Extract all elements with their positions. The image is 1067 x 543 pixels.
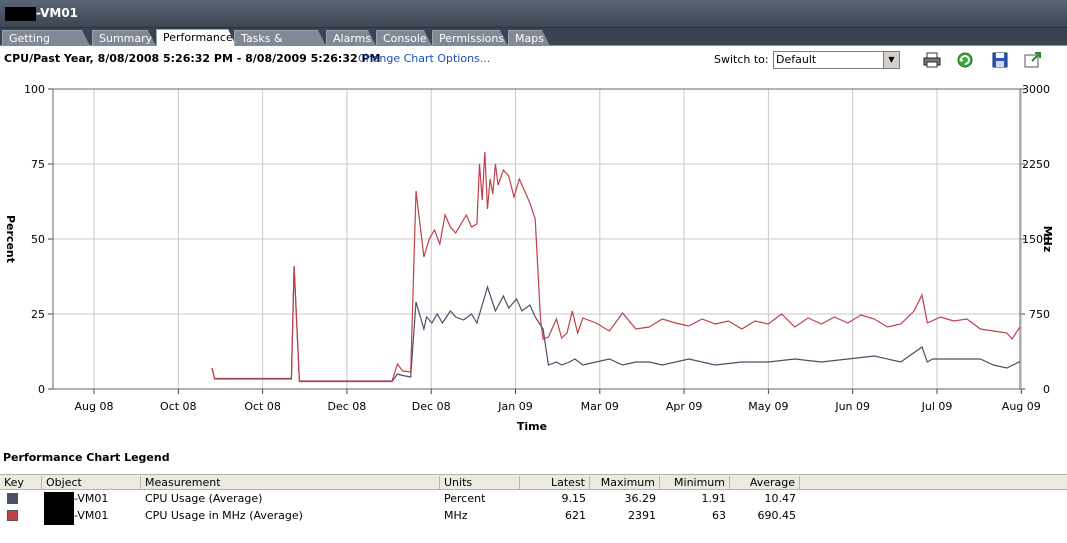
legend-col-measurement[interactable]: Measurement xyxy=(141,476,440,490)
y-tick-label-right: 3000 xyxy=(1022,83,1050,96)
legend-col-key[interactable]: Key xyxy=(0,476,42,490)
x-tick-label: Aug 08 xyxy=(75,400,114,413)
legend-col-minimum[interactable]: Minimum xyxy=(660,476,730,490)
legend-table: Key Object Measurement Units Latest Maxi… xyxy=(0,474,1067,525)
chevron-down-icon[interactable]: ▼ xyxy=(883,52,899,68)
tab-summary[interactable]: Summary xyxy=(92,30,156,46)
performance-chart: 0 0 25 750 50 1500 75 2250 100 3000 Aug 08 Oct 08 Oc… xyxy=(0,72,1067,442)
legend-maximum: 36.29 xyxy=(624,492,657,505)
switch-to-label: Switch to: xyxy=(714,53,769,66)
legend-col-average[interactable]: Average xyxy=(730,476,800,490)
legend-object: -VM01 xyxy=(74,509,109,522)
y-tick-label-left: 100 xyxy=(24,83,45,96)
tab-permissions[interactable]: Permissions xyxy=(432,30,508,46)
series-line-cpu-usage-mhz xyxy=(211,151,1021,382)
redacted-name xyxy=(5,7,36,21)
legend-col-object[interactable]: Object xyxy=(42,476,141,490)
x-tick-label: Dec 08 xyxy=(328,400,367,413)
legend-row[interactable]: -VM01 CPU Usage (Average) Percent 9.15 3… xyxy=(0,490,1067,507)
y-tick-label-left: 75 xyxy=(31,158,45,171)
y-tick-label-right: 2250 xyxy=(1022,158,1050,171)
y-axis-label-left: Percent xyxy=(4,215,17,263)
plot-frame xyxy=(52,88,1021,390)
y-axis-label-right: MHz xyxy=(1041,226,1054,253)
window-titlebar: -VM01 xyxy=(0,0,1067,28)
legend-average: 10.47 xyxy=(764,492,797,505)
legend-minimum: 1.91 xyxy=(701,492,727,505)
tab-performance[interactable]: Performance xyxy=(156,29,236,46)
x-tick-label: Mar 09 xyxy=(581,400,619,413)
x-tick-label: Oct 08 xyxy=(160,400,197,413)
tab-alarms[interactable]: Alarms xyxy=(326,30,376,46)
legend-average: 690.45 xyxy=(757,509,797,522)
tab-maps[interactable]: Maps xyxy=(508,30,550,46)
x-tick-label: Jul 09 xyxy=(921,400,953,413)
y-tick-label-right: 0 xyxy=(1043,383,1050,396)
x-tick-label: Apr 09 xyxy=(666,400,703,413)
x-tick-label: Jan 09 xyxy=(497,400,532,413)
save-icon[interactable] xyxy=(991,51,1009,69)
chart-header: CPU/Past Year, 8/08/2008 5:26:32 PM - 8/… xyxy=(0,46,1067,72)
x-tick-label: Oct 08 xyxy=(244,400,281,413)
refresh-icon[interactable] xyxy=(956,51,974,69)
tab-bar: Getting Started Summary Performance Task… xyxy=(0,28,1067,46)
legend-maximum: 2391 xyxy=(628,509,656,522)
x-axis-label: Time xyxy=(517,420,547,433)
series-line-cpu-usage xyxy=(211,265,1021,383)
legend-units: Percent xyxy=(444,492,486,505)
legend-col-units[interactable]: Units xyxy=(440,476,520,490)
x-tick-label: Aug 09 xyxy=(1002,400,1041,413)
legend-col-maximum[interactable]: Maximum xyxy=(590,476,660,490)
window-title: -VM01 xyxy=(36,6,79,20)
export-icon[interactable] xyxy=(1024,51,1042,69)
chart-range-title: CPU/Past Year, 8/08/2008 5:26:32 PM - 8/… xyxy=(4,52,381,65)
change-chart-options-link[interactable]: Change Chart Options... xyxy=(358,52,491,65)
legend-minimum: 63 xyxy=(712,509,726,522)
legend-object: -VM01 xyxy=(74,492,109,505)
chart-svg: 0 0 25 750 50 1500 75 2250 100 3000 Aug 08 Oct 08 Oc… xyxy=(4,83,1054,433)
legend-title: Performance Chart Legend xyxy=(3,451,170,464)
legend-latest: 621 xyxy=(565,509,586,522)
y-tick-label-left: 25 xyxy=(31,308,45,321)
y-tick-label-left: 50 xyxy=(31,233,45,246)
redacted-object xyxy=(44,492,74,525)
switch-to-select[interactable]: Default ▼ xyxy=(773,51,900,69)
tab-tasks-events[interactable]: Tasks & Events xyxy=(234,30,326,46)
legend-col-latest[interactable]: Latest xyxy=(520,476,590,490)
legend-row[interactable]: -VM01 CPU Usage in MHz (Average) MHz 621… xyxy=(0,507,1067,524)
x-tick-label: May 09 xyxy=(748,400,788,413)
legend-latest: 9.15 xyxy=(561,492,587,505)
x-tick-label: Jun 09 xyxy=(834,400,870,413)
legend-measurement: CPU Usage (Average) xyxy=(145,492,263,505)
print-icon[interactable] xyxy=(923,51,941,69)
tab-console[interactable]: Console xyxy=(376,30,432,46)
y-tick-label-right: 1500 xyxy=(1022,233,1050,246)
x-tick-label: Dec 08 xyxy=(412,400,451,413)
tab-getting-started[interactable]: Getting Started xyxy=(2,30,90,46)
y-tick-label-left: 0 xyxy=(38,383,45,396)
legend-units: MHz xyxy=(444,509,468,522)
legend-key-swatch xyxy=(7,510,18,521)
legend-measurement: CPU Usage in MHz (Average) xyxy=(145,509,303,522)
legend-key-swatch xyxy=(7,493,18,504)
switch-to-value: Default xyxy=(776,53,817,66)
legend-header-row: Key Object Measurement Units Latest Maxi… xyxy=(0,474,1067,490)
y-tick-label-right: 750 xyxy=(1029,308,1050,321)
